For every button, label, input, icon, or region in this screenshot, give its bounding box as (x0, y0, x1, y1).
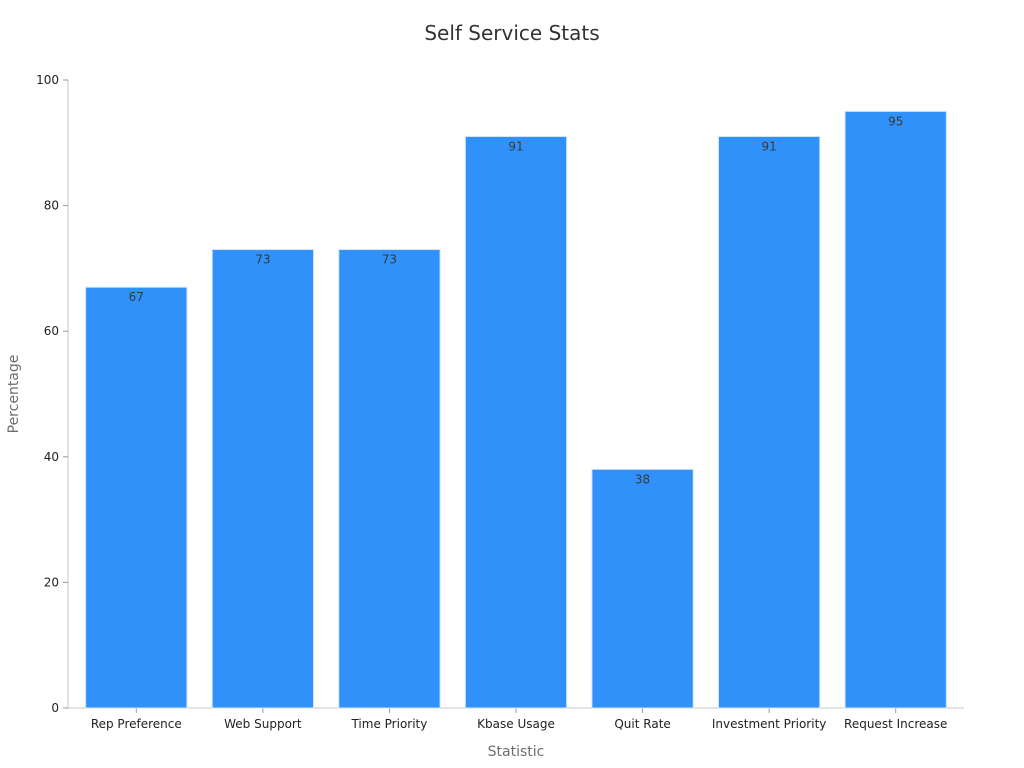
bar-request-increase (844, 110, 947, 709)
y-axis-title: Percentage (6, 355, 22, 434)
x-tick-label: Quit Rate (614, 717, 670, 731)
data-label: 73 (255, 253, 270, 267)
y-tick-label: 0 (51, 701, 59, 715)
bar-time-priority (338, 249, 441, 709)
y-tick-label: 20 (44, 575, 59, 589)
bar-quit-rate (591, 468, 694, 709)
x-tick-label: Rep Preference (91, 717, 182, 731)
data-label: 67 (129, 290, 144, 304)
x-tick-label: Kbase Usage (477, 717, 555, 731)
y-axis: 0 20 40 60 80 100 (36, 73, 69, 715)
x-tick-label: Request Increase (844, 717, 947, 731)
data-label: 38 (635, 472, 650, 486)
data-label: 91 (762, 140, 777, 154)
x-axis: Rep Preference Web Support Time Priority Kb… (68, 707, 964, 731)
bar-rep-preference (85, 286, 188, 709)
x-tick-label: Investment Priority (712, 717, 827, 731)
bar-web-support (211, 249, 314, 709)
bar-kbase-usage (464, 136, 568, 709)
y-tick-label: 60 (44, 324, 59, 338)
y-tick-label: 100 (36, 73, 59, 87)
bar-investment-priority (718, 136, 821, 709)
y-tick-label: 80 (44, 199, 59, 213)
data-label: 91 (508, 140, 523, 154)
bars-group: 67 73 73 91 38 91 95 (85, 110, 947, 709)
y-tick-label: 40 (44, 450, 59, 464)
data-label: 73 (382, 253, 397, 267)
x-tick-label: Web Support (224, 717, 302, 731)
chart-title: Self Service Stats (424, 21, 599, 45)
x-axis-title: Statistic (488, 744, 545, 760)
x-tick-label: Time Priority (350, 717, 427, 731)
data-label: 95 (888, 114, 903, 128)
